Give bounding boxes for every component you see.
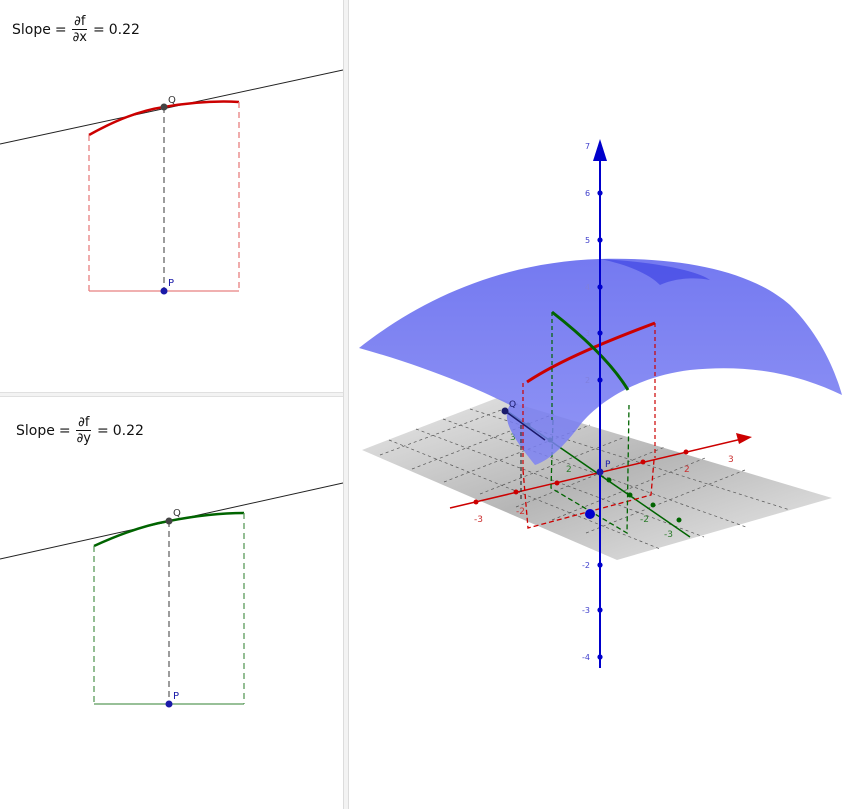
slope-x-formula: Slope = ∂f ∂x = 0.22 — [12, 14, 140, 45]
slope-x-label: Slope — [12, 21, 51, 38]
scene-3d: -3 -2 2 3 3 2 -2 -3 Q — [359, 139, 842, 668]
z-tick-label-5: 5 — [585, 236, 590, 245]
label-p-y: P — [173, 691, 179, 702]
slope-x-denominator: ∂x — [72, 30, 87, 45]
slope-x-equals-1: = — [54, 21, 67, 38]
z-tick-label-neg4: -4 — [582, 653, 590, 662]
point-p-3d[interactable] — [596, 468, 604, 476]
slope-y-numerator: ∂f — [76, 415, 92, 431]
point-p-x[interactable] — [160, 287, 168, 295]
slope-x-graph: Q P — [0, 69, 343, 295]
label-p-x: P — [168, 278, 174, 289]
slope-x-panel[interactable]: Slope = ∂f ∂x = 0.22 Q P — [0, 0, 343, 392]
z-axis-ticks — [597, 190, 603, 660]
slope-x-numerator: ∂f — [72, 14, 88, 30]
y-tick-label-4: -3 — [664, 530, 673, 540]
point-q-y[interactable] — [165, 517, 173, 525]
surface-curve-x — [526, 321, 656, 384]
graphics-3d-view[interactable]: -3 -2 2 3 3 2 -2 -3 Q — [349, 0, 853, 809]
z-tick-label-7: 7 — [585, 142, 590, 151]
label-p-3d: P — [605, 460, 611, 470]
y-tick-label-2: 2 — [566, 465, 572, 475]
xy-plane — [362, 398, 832, 560]
z-tick-label-neg3: -3 — [582, 606, 590, 615]
x-tick-label-2: -2 — [516, 507, 525, 517]
point-q-x[interactable] — [160, 103, 168, 111]
slope-y-value: 0.22 — [112, 422, 144, 439]
x-tick-label-3: 2 — [684, 465, 690, 475]
x-axis-arrow — [736, 433, 752, 444]
y-tick-label-3: -2 — [640, 515, 649, 525]
z-tick-label-neg2: -2 — [582, 561, 590, 570]
surface-curve-y — [551, 310, 630, 391]
slope-y-denominator: ∂y — [76, 431, 91, 446]
horizontal-divider[interactable] — [0, 392, 343, 397]
z-tick-label-4: 4 — [585, 283, 590, 292]
point-p-y[interactable] — [165, 700, 173, 708]
origin-point[interactable] — [585, 509, 595, 519]
slope-y-fraction: ∂f ∂y — [75, 415, 93, 446]
point-q-3d[interactable] — [501, 407, 509, 415]
x-tick-label-4: 3 — [728, 455, 734, 465]
slope-y-equals-1: = — [58, 422, 71, 439]
z-axis-arrow — [593, 139, 607, 161]
vertical-divider[interactable] — [343, 0, 349, 809]
surface-fold — [600, 259, 710, 285]
slope-y-formula: Slope = ∂f ∂y = 0.22 — [16, 415, 144, 446]
slope-x-equals-2: = — [93, 21, 105, 38]
slope-x-value: 0.22 — [108, 21, 140, 38]
x-tick-label-1: -3 — [474, 515, 483, 525]
slope-y-label: Slope — [16, 422, 55, 439]
slope-y-graph: Q P — [0, 482, 343, 708]
z-tick-label-6: 6 — [585, 189, 590, 198]
slope-y-equals-2: = — [97, 422, 109, 439]
x-axis-ticks — [473, 449, 689, 505]
z-tick-label-2: 2 — [585, 376, 590, 385]
slope-x-fraction: ∂f ∂x — [71, 14, 89, 45]
z-tick-label-3: 3 — [585, 329, 590, 338]
slope-y-panel[interactable]: Slope = ∂f ∂y = 0.22 Q P — [0, 397, 343, 809]
label-q-y: Q — [173, 508, 181, 519]
y-tick-label-1: 3 — [510, 433, 516, 443]
label-q-x: Q — [168, 95, 176, 106]
label-q-3d: Q — [509, 400, 516, 410]
tangent-segment-3d — [504, 410, 546, 441]
